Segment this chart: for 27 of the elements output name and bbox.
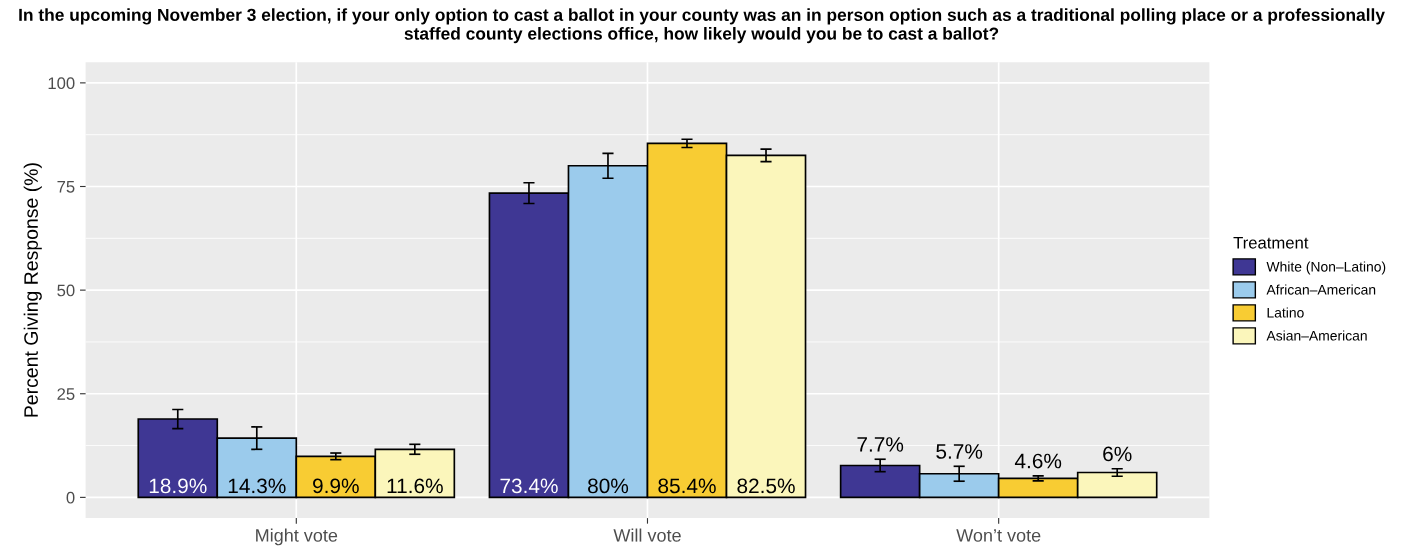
y-tick-label: 0 — [66, 491, 75, 504]
x-tick-label: Might vote — [256, 528, 338, 546]
data-label: 14.3% — [228, 478, 286, 494]
data-label: 7.7% — [857, 437, 904, 452]
legend-title: Treatment — [1233, 237, 1309, 249]
x-tick-label: Will vote — [613, 528, 681, 542]
data-label: 82.5% — [737, 478, 795, 494]
data-label: 6% — [1103, 446, 1132, 462]
data-label: 85.4% — [658, 478, 716, 494]
legend-label: White (Non–Latino) — [1266, 261, 1386, 275]
y-tick-label: 75 — [57, 181, 75, 193]
y-tick-label: 50 — [57, 284, 75, 297]
data-label: 5.7% — [936, 444, 983, 459]
y-tick-label: 100 — [48, 77, 75, 90]
legend-label: Asian–American — [1266, 330, 1367, 341]
legend-label: Latino — [1267, 307, 1304, 318]
y-axis-title: Percent Giving Response (%) — [23, 163, 42, 417]
data-label: 80% — [588, 478, 629, 494]
chart-title: In the upcoming November 3 election, if your only option to cast a ballot in your county was an in person option such as a traditional polling place or a professionally staffed county elections office, how likely would you be to cast a ballot? — [19, 8, 1385, 44]
y-tick-label: 25 — [57, 388, 75, 400]
data-label: 73.4% — [500, 478, 558, 494]
x-tick-label: Won’t vote — [956, 529, 1041, 542]
data-label: 9.9% — [313, 478, 359, 494]
legend-label: African–American — [1266, 284, 1376, 295]
data-label: 11.6% — [387, 478, 443, 494]
data-label: 4.6% — [1014, 453, 1062, 469]
data-label: 18.9% — [149, 478, 207, 494]
